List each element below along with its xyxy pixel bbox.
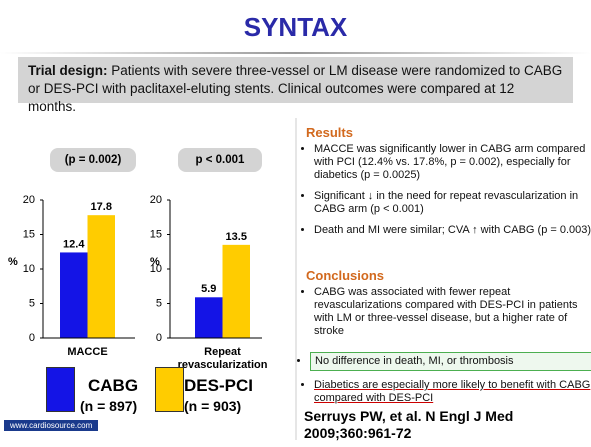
trial-design-text: Patients with severe three-vessel or LM … bbox=[28, 63, 563, 114]
citation: Serruys PW, et al. N Engl J Med 2009;360… bbox=[304, 408, 514, 441]
conclusions-heading: Conclusions bbox=[306, 268, 385, 283]
category-label: Repeat revascularization bbox=[177, 346, 268, 371]
category-label: MACCE bbox=[67, 346, 108, 358]
results-list: MACCE was significantly lower in CABG ar… bbox=[300, 143, 591, 245]
legend-n: (n = 903) bbox=[184, 398, 242, 414]
bullet: Death and MI were similar; CVA ↑ with CA… bbox=[314, 224, 591, 237]
legend-swatch bbox=[46, 367, 75, 412]
value-label: 17.8 bbox=[91, 201, 112, 213]
bar bbox=[87, 215, 115, 338]
annotation: (p = 0.002) bbox=[65, 154, 122, 166]
y-axis-label: % bbox=[150, 256, 160, 268]
footer: www.cardiosource.com bbox=[4, 420, 99, 431]
y-tick-label: 20 bbox=[150, 194, 162, 206]
bar bbox=[60, 252, 88, 338]
bar bbox=[222, 244, 250, 338]
bar bbox=[195, 297, 223, 338]
y-tick-label: 15 bbox=[23, 228, 35, 240]
bullet: CABG was associated with fewer repeat re… bbox=[314, 286, 591, 338]
y-tick-label: 10 bbox=[150, 263, 162, 275]
y-tick-label: 0 bbox=[29, 332, 35, 344]
trial-design: Trial design: Patients with severe three… bbox=[18, 57, 573, 114]
legend-name: CABG bbox=[88, 376, 139, 395]
value-label: 5.9 bbox=[201, 283, 216, 295]
results-heading: Results bbox=[306, 125, 353, 140]
legend-name: DES-PCI bbox=[184, 376, 253, 395]
y-tick-label: 5 bbox=[29, 297, 35, 309]
y-tick-label: 0 bbox=[156, 332, 162, 344]
y-tick-label: 20 bbox=[23, 194, 35, 206]
bullet: MACCE was significantly lower in CABG ar… bbox=[314, 143, 591, 182]
bullet: No difference in death, MI, or thrombosi… bbox=[310, 352, 591, 371]
bullet: Diabetics are especially more likely to … bbox=[314, 379, 591, 405]
y-axis-label: % bbox=[8, 256, 18, 268]
conclusions-list: CABG was associated with fewer repeat re… bbox=[300, 286, 591, 413]
value-label: 12.4 bbox=[63, 238, 85, 250]
y-tick-label: 10 bbox=[23, 263, 35, 275]
rule bbox=[0, 52, 591, 54]
legend-n: (n = 897) bbox=[80, 398, 138, 414]
y-tick-label: 15 bbox=[150, 228, 162, 240]
y-tick-label: 5 bbox=[156, 297, 162, 309]
legend-swatch bbox=[155, 367, 184, 412]
value-label: 13.5 bbox=[226, 231, 247, 243]
annotation-box bbox=[50, 148, 136, 172]
annotation-box bbox=[178, 148, 262, 172]
trial-design-label: Trial design: bbox=[28, 63, 108, 78]
annotation: p < 0.001 bbox=[196, 154, 246, 166]
title: SYNTAX bbox=[243, 12, 348, 42]
bullet: Significant ↓ in the need for repeat rev… bbox=[314, 190, 591, 216]
